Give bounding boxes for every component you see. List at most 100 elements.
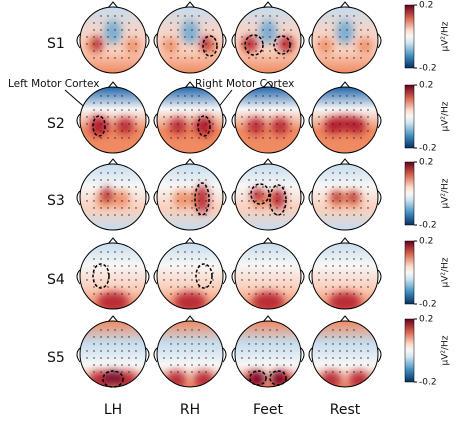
electrode xyxy=(170,336,172,338)
topomap xyxy=(153,237,227,310)
electrode xyxy=(332,130,334,132)
electrode xyxy=(184,22,186,24)
electrode xyxy=(346,57,348,59)
electrode xyxy=(332,43,334,45)
electrode xyxy=(325,364,327,366)
electrode xyxy=(100,200,102,202)
electrode xyxy=(170,357,172,359)
electrode xyxy=(100,251,102,253)
electrode xyxy=(184,193,186,195)
electrode xyxy=(128,286,130,288)
electrode xyxy=(191,137,193,139)
topomap xyxy=(308,158,382,231)
electrode xyxy=(184,258,186,260)
electrode xyxy=(177,350,179,352)
electrode xyxy=(269,371,271,373)
electrode xyxy=(198,200,200,202)
electrode xyxy=(269,22,271,24)
electrode xyxy=(121,130,123,132)
electrode xyxy=(332,102,334,104)
electrode xyxy=(100,293,102,295)
electrode xyxy=(114,172,116,174)
electrode xyxy=(276,116,278,118)
nose xyxy=(107,237,119,245)
electrode xyxy=(184,329,186,331)
electrode xyxy=(276,336,278,338)
electrode xyxy=(212,364,214,366)
electrode xyxy=(107,137,109,139)
electrode xyxy=(93,272,95,274)
electrode xyxy=(212,29,214,31)
nose xyxy=(184,81,196,89)
roi xyxy=(92,115,106,137)
electrode xyxy=(100,29,102,31)
electrode xyxy=(325,258,327,260)
electrode xyxy=(121,57,123,59)
electrode xyxy=(262,102,264,104)
electrode xyxy=(255,214,257,216)
electrode xyxy=(170,265,172,267)
electrode xyxy=(205,364,207,366)
activation xyxy=(327,116,363,132)
electrode xyxy=(255,329,257,331)
activation xyxy=(247,118,265,134)
electrode xyxy=(184,251,186,253)
electrode xyxy=(346,193,348,195)
electrode xyxy=(276,364,278,366)
electrode xyxy=(360,43,362,45)
electrode xyxy=(332,137,334,139)
electrode xyxy=(255,279,257,281)
electrode xyxy=(325,43,327,45)
electrode xyxy=(100,102,102,104)
electrode xyxy=(276,357,278,359)
electrode xyxy=(367,207,369,209)
activation xyxy=(103,370,123,386)
head-outline xyxy=(234,242,302,310)
electrode xyxy=(114,329,116,331)
electrode xyxy=(163,193,165,195)
electrode xyxy=(86,36,88,38)
electrode xyxy=(86,200,88,202)
electrode xyxy=(248,286,250,288)
electrode xyxy=(177,265,179,267)
electrode xyxy=(212,279,214,281)
electrode xyxy=(191,29,193,31)
electrode xyxy=(114,22,116,24)
electrode xyxy=(177,186,179,188)
electrode xyxy=(269,50,271,52)
electrode xyxy=(269,265,271,267)
electrode xyxy=(318,279,320,281)
electrode xyxy=(283,343,285,345)
electrode xyxy=(191,57,193,59)
electrode xyxy=(360,102,362,104)
electrode xyxy=(262,50,264,52)
electrode xyxy=(100,265,102,267)
topomap xyxy=(76,315,150,388)
electrode xyxy=(367,123,369,125)
roi xyxy=(194,182,210,216)
electrode xyxy=(367,186,369,188)
electrode xyxy=(177,43,179,45)
electrode xyxy=(128,179,130,181)
electrode xyxy=(262,258,264,260)
electrode xyxy=(339,279,341,281)
nose xyxy=(107,158,119,166)
electrode xyxy=(184,371,186,373)
electrode xyxy=(170,116,172,118)
electrode xyxy=(325,272,327,274)
electrode xyxy=(128,371,130,373)
electrode xyxy=(283,179,285,181)
electrode xyxy=(191,207,193,209)
head-outline xyxy=(156,163,224,231)
electrode xyxy=(93,186,95,188)
colorbar xyxy=(404,161,415,226)
nose xyxy=(107,315,119,323)
electrode xyxy=(212,130,214,132)
nose xyxy=(107,81,119,89)
electrode xyxy=(170,350,172,352)
electrode xyxy=(191,251,193,253)
electrode xyxy=(248,357,250,359)
electrode xyxy=(346,214,348,216)
electrode xyxy=(248,22,250,24)
electrode xyxy=(346,258,348,260)
